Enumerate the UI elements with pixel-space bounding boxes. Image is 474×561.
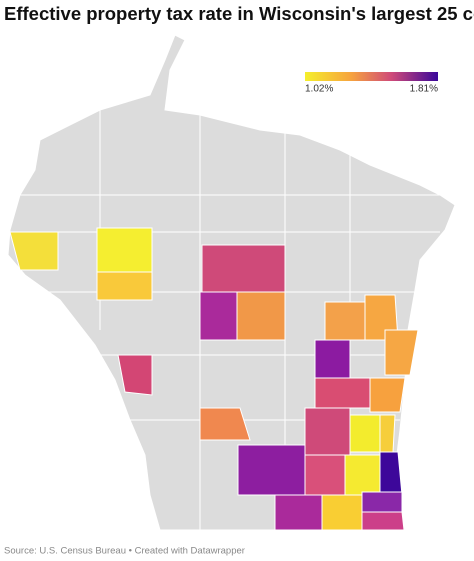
county (304, 407, 351, 456)
county (201, 244, 286, 293)
county (274, 494, 323, 531)
county (361, 511, 405, 531)
county (236, 291, 286, 341)
county (384, 329, 419, 376)
county (96, 271, 153, 301)
legend-min-label: 1.02% (305, 84, 333, 95)
county (379, 451, 403, 496)
county (237, 444, 306, 496)
legend-gradient (305, 72, 438, 81)
county (96, 227, 153, 273)
county (199, 291, 238, 341)
county (9, 231, 59, 271)
county (199, 407, 251, 441)
county (344, 454, 381, 496)
county (321, 494, 363, 531)
county (314, 377, 371, 409)
county (379, 414, 396, 453)
title: Effective property tax rate in Wisconsin… (4, 3, 474, 24)
source: Source: U.S. Census Bureau • Created wit… (4, 546, 245, 557)
county (304, 454, 346, 496)
county (117, 354, 153, 396)
legend-max-label: 1.81% (410, 84, 438, 95)
county (369, 377, 406, 413)
county (361, 491, 403, 513)
county (314, 339, 351, 379)
county (324, 301, 366, 341)
counties (9, 227, 419, 531)
county (349, 414, 381, 453)
